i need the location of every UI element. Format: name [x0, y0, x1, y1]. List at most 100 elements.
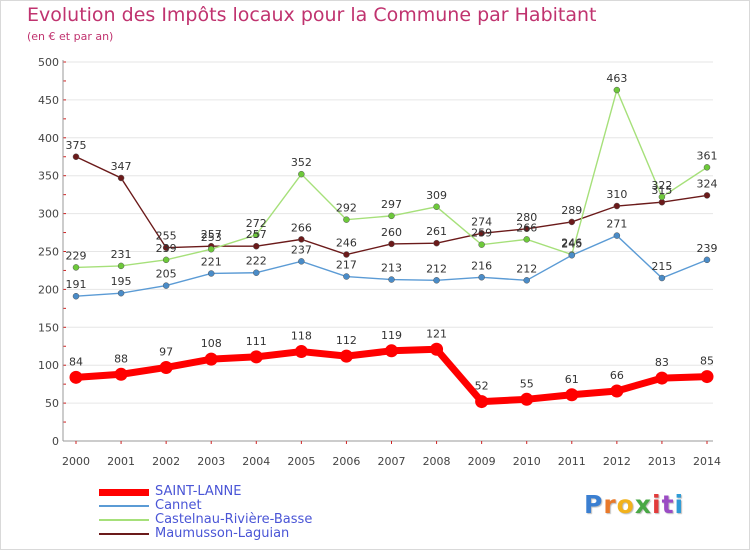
legend-swatch: [99, 488, 149, 496]
x-tick-label: 2008: [423, 455, 451, 468]
data-label-castelnau-riviere-basse: 253: [201, 231, 222, 244]
logo-letter: i: [652, 490, 662, 519]
series-point-cannet: [388, 276, 395, 283]
data-label-saint-lanne: 119: [381, 329, 402, 342]
data-label-saint-lanne: 61: [565, 373, 579, 386]
legend-label: Maumusson-Laguian: [155, 526, 290, 541]
series-point-castelnau-riviere-basse: [253, 231, 260, 239]
data-label-saint-lanne: 97: [159, 345, 173, 358]
series-point-saint-lanne: [294, 345, 308, 359]
series-point-castelnau-riviere-basse: [298, 170, 305, 178]
legend-swatch: [99, 505, 149, 507]
y-tick-label: 50: [45, 397, 59, 410]
series-point-cannet: [117, 289, 125, 297]
data-label-cannet: 222: [246, 255, 267, 268]
series-point-maumusson-laguian: [343, 251, 350, 258]
x-tick-label: 2014: [693, 455, 721, 468]
data-label-maumusson-laguian: 257: [246, 228, 267, 241]
y-tick-label: 200: [38, 283, 59, 296]
series-point-cannet: [253, 269, 260, 276]
x-tick-label: 2004: [242, 455, 270, 468]
data-label-maumusson-laguian: 260: [381, 226, 402, 239]
series-point-castelnau-riviere-basse: [207, 245, 215, 253]
logo-letter: i: [674, 490, 685, 519]
series-point-castelnau-riviere-basse: [433, 203, 440, 211]
legend-item-castelnau-riviere-basse: Castelnau-Rivière-Basse: [99, 513, 312, 527]
series-point-maumusson-laguian: [117, 174, 125, 182]
data-label-cannet: 195: [111, 275, 132, 288]
data-label-castelnau-riviere-basse: 309: [426, 189, 447, 202]
data-label-castelnau-riviere-basse: 322: [651, 179, 672, 192]
data-label-castelnau-riviere-basse: 246: [561, 237, 582, 250]
data-labels: 375 347 255 257 257 266 246 260 261 274 280 289 310 3…: [66, 72, 718, 393]
legend-item-saint-lanne: SAINT-LANNE: [99, 485, 312, 499]
data-label-saint-lanne: 52: [475, 380, 489, 393]
series-point-castelnau-riviere-basse: [523, 236, 530, 243]
series-point-maumusson-laguian: [298, 236, 305, 243]
data-label-saint-lanne: 111: [246, 335, 267, 348]
legend-label: Cannet: [155, 498, 202, 513]
legend-swatch: [99, 533, 149, 535]
series-point-saint-lanne: [69, 370, 83, 384]
series-point-maumusson-laguian: [162, 244, 170, 251]
data-label-maumusson-laguian: 274: [471, 215, 492, 228]
data-label-castelnau-riviere-basse: 259: [471, 227, 492, 240]
series-point-castelnau-riviere-basse: [117, 262, 125, 270]
data-label-cannet: 212: [426, 262, 447, 275]
logo-letter: t: [661, 490, 675, 519]
data-label-maumusson-laguian: 257: [201, 228, 222, 241]
proxiti-logo: Proxiti: [584, 490, 684, 519]
x-tick-label: 2012: [603, 455, 631, 468]
x-tick-label: 2001: [107, 455, 135, 468]
series-point-maumusson-laguian: [568, 218, 576, 226]
data-label-maumusson-laguian: 375: [66, 139, 87, 152]
series-point-maumusson-laguian: [613, 202, 621, 210]
data-label-saint-lanne: 66: [610, 369, 624, 382]
y-tick-label: 350: [38, 170, 59, 183]
series-point-saint-lanne: [385, 344, 398, 358]
series-point-saint-lanne: [204, 352, 218, 366]
series-point-cannet: [433, 277, 440, 284]
data-label-maumusson-laguian: 347: [111, 160, 132, 173]
series-point-saint-lanne: [475, 395, 489, 409]
series-point-castelnau-riviere-basse: [388, 212, 395, 220]
data-label-maumusson-laguian: 246: [336, 237, 357, 250]
series-point-cannet: [72, 292, 80, 300]
series-point-cannet: [523, 277, 530, 284]
data-label-maumusson-laguian: 266: [291, 221, 312, 234]
data-label-maumusson-laguian: 255: [156, 230, 177, 243]
legend-item-maumusson-laguian: Maumusson-Laguian: [99, 527, 312, 541]
y-tick-label: 300: [38, 208, 59, 221]
series-point-maumusson-laguian: [478, 230, 485, 237]
data-label-castelnau-riviere-basse: 272: [246, 217, 267, 230]
series-point-saint-lanne: [520, 392, 534, 406]
data-label-cannet: 205: [156, 268, 177, 281]
data-label-maumusson-laguian: 310: [606, 188, 627, 201]
series-point-cannet: [613, 232, 621, 239]
data-label-saint-lanne: 85: [700, 355, 714, 368]
series-point-castelnau-riviere-basse: [72, 264, 80, 271]
legend-item-cannet: Cannet: [99, 499, 312, 513]
logo-letter: P: [584, 490, 604, 519]
x-tick-label: 2007: [378, 455, 406, 468]
series-point-saint-lanne: [339, 349, 353, 363]
data-label-saint-lanne: 88: [114, 352, 128, 365]
series-point-maumusson-laguian: [703, 192, 711, 199]
y-tick-label: 400: [38, 132, 59, 145]
tick-labels: 0 50 100 150 200 250 300 350 400 450 500 2000 2001 20…: [38, 56, 721, 468]
data-label-saint-lanne: 108: [201, 337, 222, 350]
x-tick-label: 2011: [558, 455, 586, 468]
series-point-saint-lanne: [249, 350, 263, 364]
series-point-saint-lanne: [159, 360, 173, 374]
logo-letter: r: [603, 490, 617, 519]
series-point-castelnau-riviere-basse: [703, 164, 711, 171]
series-point-saint-lanne: [610, 384, 624, 398]
series-point-castelnau-riviere-basse: [613, 86, 621, 94]
series-point-cannet: [162, 282, 170, 289]
series-point-cannet: [207, 270, 215, 277]
data-label-castelnau-riviere-basse: 266: [516, 221, 537, 234]
x-tick-label: 2010: [513, 455, 541, 468]
series-point-saint-lanne: [565, 388, 579, 402]
